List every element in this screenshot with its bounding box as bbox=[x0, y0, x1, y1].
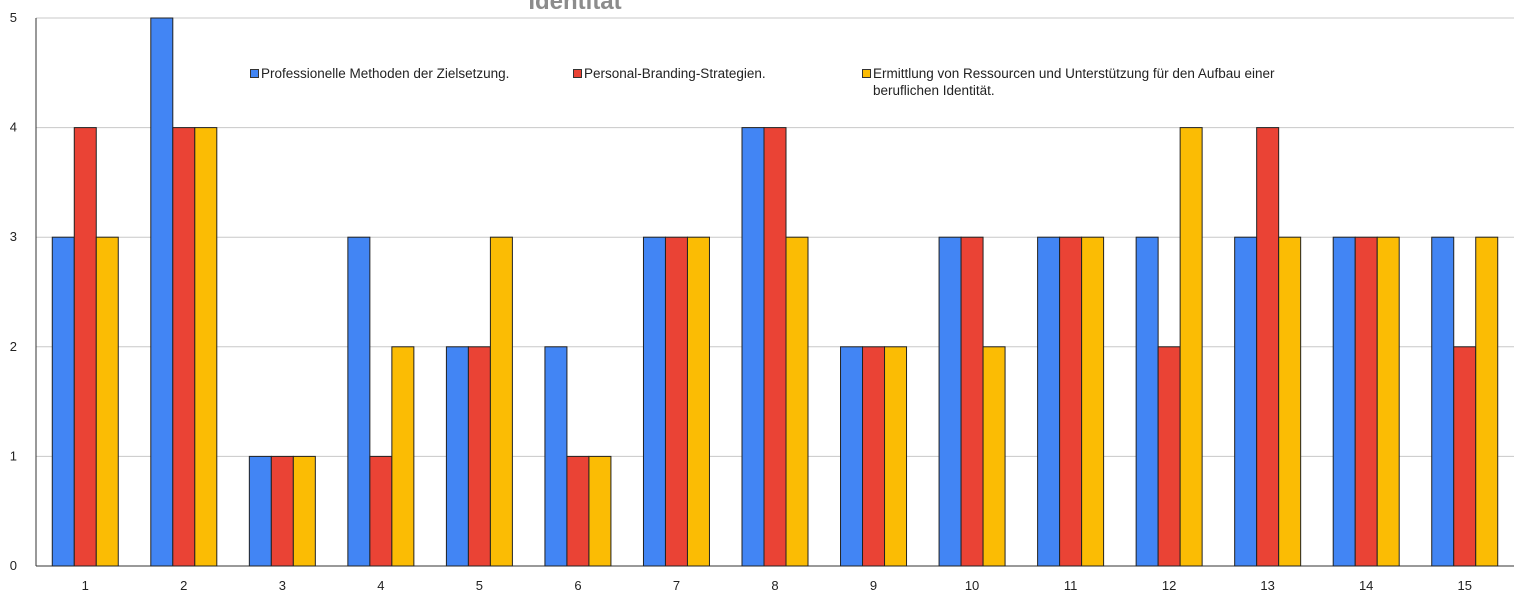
legend-swatch-series-1 bbox=[250, 69, 259, 78]
legend-label-series-1: Professionelle Methoden der Zielsetzung. bbox=[261, 66, 510, 81]
bar bbox=[1354, 236, 1378, 567]
bar bbox=[347, 236, 371, 567]
x-tick-label: 11 bbox=[1064, 578, 1078, 593]
legend-label-series-2: Personal-Branding-Strategien. bbox=[584, 66, 766, 81]
bar bbox=[960, 236, 984, 567]
y-tick-label: 3 bbox=[10, 229, 17, 244]
legend-swatch-series-2 bbox=[573, 69, 582, 78]
bar bbox=[1332, 236, 1356, 567]
bar bbox=[884, 346, 908, 567]
x-tick-label: 10 bbox=[965, 578, 979, 593]
bar bbox=[1256, 127, 1280, 567]
legend-item-series-3: Ermittlung von Ressourcen und Unterstütz… bbox=[862, 65, 1332, 99]
legend-item-series-2: Personal-Branding-Strategien. bbox=[573, 65, 843, 82]
bar bbox=[686, 236, 710, 567]
legend-label-series-3: Ermittlung von Ressourcen und Unterstütz… bbox=[873, 66, 1275, 98]
bar bbox=[1059, 236, 1083, 567]
legend-item-series-1: Professionelle Methoden der Zielsetzung. bbox=[250, 65, 520, 82]
x-tick-label: 12 bbox=[1162, 578, 1176, 593]
legend-swatch-series-3 bbox=[862, 69, 871, 78]
bar bbox=[467, 346, 491, 567]
y-tick-label: 5 bbox=[10, 10, 17, 25]
bar bbox=[1135, 236, 1159, 567]
bar bbox=[1278, 236, 1302, 567]
bar bbox=[741, 127, 765, 567]
x-tick-label: 9 bbox=[870, 578, 877, 593]
bar bbox=[248, 455, 272, 567]
bar bbox=[785, 236, 809, 567]
bar bbox=[489, 236, 513, 567]
x-tick-label: 1 bbox=[82, 578, 89, 593]
bar bbox=[642, 236, 666, 567]
bar bbox=[172, 127, 196, 567]
bar bbox=[1081, 236, 1105, 567]
y-tick-label: 4 bbox=[10, 120, 17, 135]
bar bbox=[73, 127, 97, 567]
bar bbox=[862, 346, 886, 567]
bar bbox=[150, 17, 174, 567]
bar bbox=[270, 455, 294, 567]
bar bbox=[840, 346, 864, 567]
x-tick-label: 6 bbox=[574, 578, 581, 593]
bar bbox=[1453, 346, 1477, 567]
x-tick-label: 7 bbox=[673, 578, 680, 593]
bar bbox=[664, 236, 688, 567]
y-tick-label: 1 bbox=[10, 448, 17, 463]
chart-title: Identität bbox=[528, 0, 622, 15]
x-tick-label: 3 bbox=[279, 578, 286, 593]
y-tick-label: 0 bbox=[10, 558, 17, 573]
y-tick-label: 2 bbox=[10, 339, 17, 354]
bar bbox=[1475, 236, 1499, 567]
x-tick-label: 14 bbox=[1359, 578, 1373, 593]
bar bbox=[763, 127, 787, 567]
bar bbox=[938, 236, 962, 567]
bar bbox=[1431, 236, 1455, 567]
x-tick-label: 13 bbox=[1260, 578, 1274, 593]
x-tick-label: 15 bbox=[1457, 578, 1471, 593]
bar bbox=[369, 455, 393, 567]
x-tick-label: 8 bbox=[771, 578, 778, 593]
bar bbox=[1179, 127, 1203, 567]
bar bbox=[566, 455, 590, 567]
bar bbox=[445, 346, 469, 567]
bar bbox=[588, 455, 612, 567]
x-tick-label: 4 bbox=[377, 578, 384, 593]
bar bbox=[1037, 236, 1061, 567]
x-tick-label: 5 bbox=[476, 578, 483, 593]
bar bbox=[292, 455, 316, 567]
x-tick-label: 2 bbox=[180, 578, 187, 593]
bar bbox=[95, 236, 119, 567]
bar bbox=[51, 236, 75, 567]
bar bbox=[194, 127, 218, 567]
bar bbox=[982, 346, 1006, 567]
bar bbox=[544, 346, 568, 567]
bar bbox=[391, 346, 415, 567]
bar bbox=[1157, 346, 1181, 567]
bar bbox=[1234, 236, 1258, 567]
bar bbox=[1376, 236, 1400, 567]
